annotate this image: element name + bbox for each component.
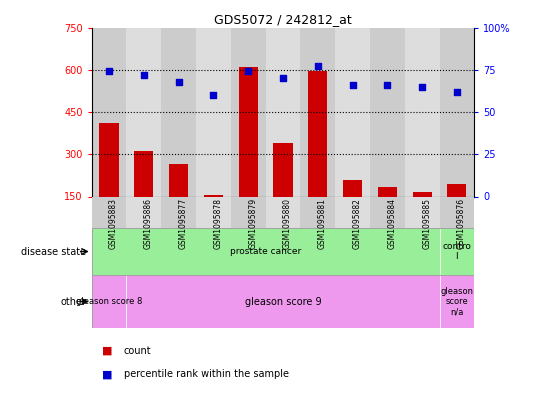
Bar [412, 192, 432, 196]
Bar [343, 180, 362, 196]
Point [105, 68, 113, 75]
Point [314, 63, 322, 70]
Bar [92, 275, 127, 328]
Text: GSM1095880: GSM1095880 [283, 198, 292, 249]
Text: GSM1095886: GSM1095886 [144, 198, 153, 249]
Text: ■: ■ [102, 346, 113, 356]
Bar [370, 196, 405, 228]
Text: gleason
score
n/a: gleason score n/a [440, 287, 473, 316]
Bar [273, 143, 293, 196]
Bar [127, 275, 439, 328]
Bar [161, 196, 196, 228]
Bar [308, 71, 327, 196]
Bar [266, 28, 300, 196]
Bar [335, 196, 370, 228]
Bar [161, 28, 196, 196]
Bar [378, 187, 397, 196]
Bar [439, 228, 474, 275]
Point [418, 83, 426, 90]
Title: GDS5072 / 242812_at: GDS5072 / 242812_at [214, 13, 352, 26]
Point [279, 75, 287, 81]
Text: GSM1095883: GSM1095883 [109, 198, 118, 249]
Bar [439, 275, 474, 328]
Bar [196, 28, 231, 196]
Text: disease state: disease state [21, 246, 86, 257]
Bar [231, 196, 266, 228]
Text: GSM1095882: GSM1095882 [353, 198, 362, 249]
Bar [169, 164, 188, 196]
Text: GSM1095878: GSM1095878 [213, 198, 223, 249]
Bar [239, 67, 258, 196]
Bar [92, 196, 127, 228]
Text: percentile rank within the sample: percentile rank within the sample [124, 369, 289, 379]
Text: gleason score 9: gleason score 9 [245, 297, 321, 307]
Text: GSM1095879: GSM1095879 [248, 198, 257, 249]
Text: count: count [124, 346, 151, 356]
Text: other: other [60, 297, 86, 307]
Text: ■: ■ [102, 369, 113, 379]
Point [244, 68, 252, 75]
Text: prostate cancer: prostate cancer [230, 247, 301, 256]
Text: contro
l: contro l [443, 242, 472, 261]
Bar [127, 196, 161, 228]
Bar [447, 184, 466, 196]
Bar [204, 195, 223, 196]
Bar [100, 123, 119, 196]
Text: GSM1095884: GSM1095884 [388, 198, 396, 249]
Bar [231, 28, 266, 196]
Point [140, 72, 148, 78]
Bar [335, 28, 370, 196]
Bar [300, 28, 335, 196]
Text: gleason score 8: gleason score 8 [76, 297, 142, 306]
Point [174, 79, 183, 85]
Bar [300, 196, 335, 228]
Point [209, 92, 218, 98]
Bar [439, 28, 474, 196]
Bar [266, 196, 300, 228]
Bar [439, 196, 474, 228]
Text: GSM1095876: GSM1095876 [457, 198, 466, 249]
Bar [370, 28, 405, 196]
Bar [134, 151, 154, 196]
Bar [405, 196, 439, 228]
Bar [92, 28, 127, 196]
Text: GSM1095881: GSM1095881 [318, 198, 327, 249]
Text: GSM1095885: GSM1095885 [422, 198, 431, 249]
Point [453, 88, 461, 95]
Point [348, 82, 357, 88]
Bar [127, 28, 161, 196]
Point [383, 82, 392, 88]
Text: GSM1095877: GSM1095877 [178, 198, 188, 249]
Bar [196, 196, 231, 228]
Bar [405, 28, 439, 196]
